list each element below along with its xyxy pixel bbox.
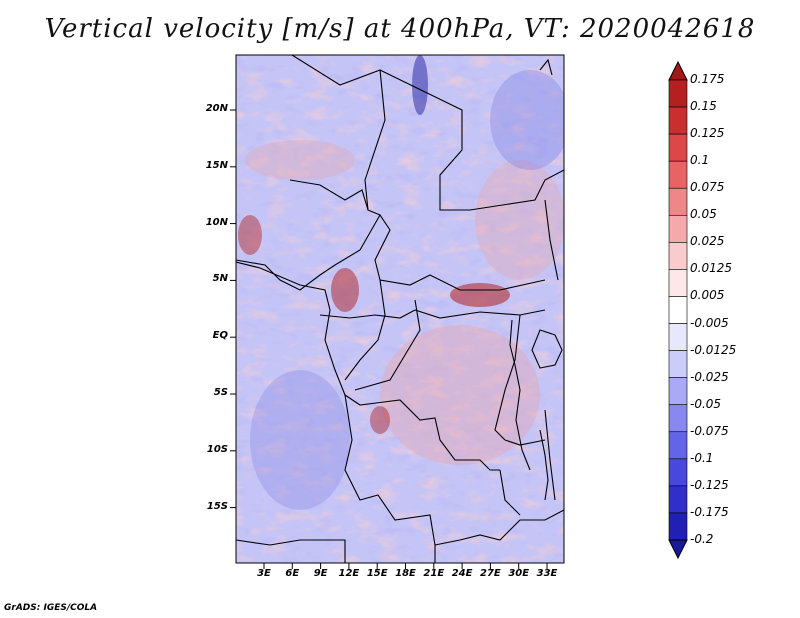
lat-label: 10N — [205, 216, 228, 228]
longitude-ticks — [263, 563, 548, 569]
colorbar-segment — [668, 269, 688, 297]
latitude-ticks — [230, 109, 236, 509]
colorbar-segment — [668, 79, 688, 108]
colorbar-segment — [668, 296, 688, 324]
colorbar-segment — [668, 431, 688, 460]
lat-label: 15S — [206, 500, 228, 512]
lon-label: 30E — [508, 568, 530, 579]
lon-label: 9E — [313, 568, 328, 579]
lon-label: 24E — [451, 568, 473, 579]
colorbar-level-label: -0.175 — [690, 504, 729, 519]
grads-credit: GrADS: IGES/COLA — [4, 603, 98, 613]
lon-label: 6E — [285, 568, 300, 579]
colorbar-level-label: 0.1 — [690, 153, 710, 168]
colorbar-level-label: 0.125 — [690, 126, 725, 141]
colorbar-max-arrow — [668, 60, 688, 81]
colorbar-level-label: 0.025 — [690, 234, 725, 249]
map-frame — [235, 54, 565, 564]
vertical-velocity-field — [236, 55, 564, 563]
colorbar-level-label: 0.175 — [690, 72, 725, 86]
colorbar-level-label: -0.125 — [690, 477, 729, 492]
colorbar-segment — [668, 214, 688, 243]
colorbar-level-label: -0.005 — [690, 315, 729, 330]
colorbar-segment — [668, 242, 688, 270]
colorbar-segment — [668, 323, 688, 351]
colorbar-segment — [668, 458, 688, 487]
lat-label: 5N — [212, 273, 228, 285]
map-title: Vertical velocity [m/s] at 400hPa, VT: 2… — [44, 14, 756, 44]
lat-label: 5S — [213, 387, 228, 398]
lat-label: 20N — [205, 103, 228, 114]
colorbar-level-label: 0.15 — [690, 99, 717, 114]
coastlines-and-lakes — [236, 58, 563, 501]
colorbar-segment — [668, 350, 688, 378]
colorbar-segment — [668, 187, 688, 216]
colorbar-level-label: -0.0125 — [690, 342, 737, 357]
lon-label: 3E — [257, 568, 271, 579]
colorbar-segment — [668, 485, 688, 514]
lat-label: 10S — [206, 443, 228, 455]
lat-label: 15N — [205, 159, 228, 171]
colorbar-level-label: 0.075 — [690, 180, 725, 195]
colorbar-segment — [668, 377, 688, 406]
lon-label: 21E — [423, 568, 445, 579]
lon-label: 33E — [536, 568, 558, 579]
colorbar-level-label: -0.075 — [690, 423, 729, 438]
colorbar-min-arrow — [668, 539, 688, 560]
country-borders — [236, 55, 564, 563]
colorbar-level-label: -0.05 — [690, 396, 722, 411]
lon-label: 15E — [366, 568, 388, 579]
colorbar-level-label: -0.2 — [690, 532, 714, 546]
colorbar-segment — [668, 404, 688, 433]
colorbar-level-label: 0.005 — [690, 288, 725, 303]
colorbar-segment — [668, 106, 688, 135]
colorbar — [668, 60, 688, 560]
lon-label: 12E — [338, 568, 360, 579]
colorbar-level-label: -0.025 — [690, 369, 729, 384]
lat-label: EQ — [212, 330, 228, 342]
colorbar-segment — [668, 512, 688, 541]
colorbar-level-label: 0.0125 — [690, 261, 732, 276]
colorbar-segment — [668, 133, 688, 162]
lon-label: 27E — [480, 568, 501, 579]
lon-label: 18E — [395, 568, 416, 579]
colorbar-level-label: -0.1 — [690, 450, 714, 465]
colorbar-level-label: 0.05 — [690, 207, 717, 222]
colorbar-segment — [668, 160, 688, 189]
